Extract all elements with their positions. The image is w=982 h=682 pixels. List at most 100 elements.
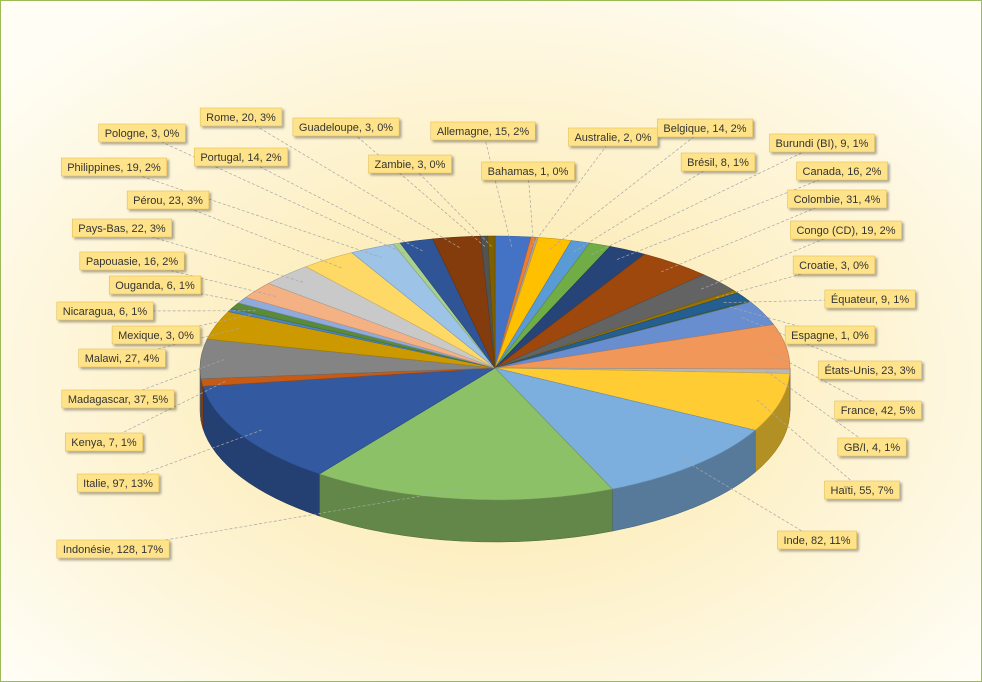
data-label: Pérou, 23, 3% bbox=[126, 190, 210, 210]
slice bbox=[494, 367, 791, 431]
label-text: Équateur, 9, 1% bbox=[831, 293, 909, 306]
data-label: États-Unis, 23, 3% bbox=[818, 360, 922, 380]
label-box bbox=[108, 275, 202, 295]
label-box bbox=[769, 133, 875, 153]
leader-line bbox=[117, 359, 225, 400]
leader-line bbox=[616, 170, 843, 260]
data-label: Haïti, 55, 7% bbox=[824, 480, 900, 500]
data-label: Pays-Bas, 22, 3% bbox=[72, 218, 172, 238]
label-text: Papouasie, 16, 2% bbox=[86, 256, 179, 268]
label-text: Philippines, 19, 2% bbox=[67, 162, 161, 174]
pie-tops bbox=[199, 235, 791, 501]
label-box bbox=[824, 289, 916, 309]
label-box bbox=[199, 107, 283, 127]
label-text: Nicaragua, 6, 1% bbox=[63, 306, 148, 318]
label-text: Italie, 97, 13% bbox=[83, 478, 153, 490]
label-box bbox=[784, 325, 876, 345]
data-label: Indonésie, 128, 17% bbox=[56, 539, 170, 559]
label-text: Malawi, 27, 4% bbox=[85, 353, 160, 365]
label-box bbox=[126, 190, 210, 210]
label-box bbox=[98, 123, 186, 143]
label-text: Zambie, 3, 0% bbox=[375, 159, 446, 171]
label-text: Mexique, 3, 0% bbox=[118, 330, 194, 342]
leader-line bbox=[240, 156, 423, 252]
label-box bbox=[680, 152, 756, 172]
label-text: Indonésie, 128, 17% bbox=[63, 544, 164, 556]
label-box bbox=[796, 161, 888, 181]
label-box bbox=[61, 389, 175, 409]
label-box bbox=[79, 251, 185, 271]
label-text: États-Unis, 23, 3% bbox=[824, 364, 915, 377]
data-label: Philippines, 19, 2% bbox=[60, 157, 168, 177]
leader-line bbox=[113, 166, 383, 258]
data-label: Équateur, 9, 1% bbox=[824, 289, 916, 309]
data-label: Inde, 82, 11% bbox=[777, 530, 857, 550]
label-box bbox=[111, 325, 201, 345]
data-label: Espagne, 1, 0% bbox=[784, 325, 876, 345]
data-label: Nicaragua, 6, 1% bbox=[56, 301, 154, 321]
label-text: Guadeloupe, 3, 0% bbox=[299, 122, 393, 134]
label-box bbox=[368, 154, 452, 174]
data-label: France, 42, 5% bbox=[834, 400, 922, 420]
label-text: Espagne, 1, 0% bbox=[791, 330, 869, 342]
data-label: Belgique, 14, 2% bbox=[657, 118, 753, 138]
data-label: Ouganda, 6, 1% bbox=[108, 275, 202, 295]
label-text: France, 42, 5% bbox=[841, 405, 916, 417]
label-text: Burundi (BI), 9, 1% bbox=[776, 138, 869, 150]
label-text: Inde, 82, 11% bbox=[783, 535, 850, 547]
leader-line bbox=[112, 488, 465, 550]
label-box bbox=[837, 437, 907, 457]
data-label: Pologne, 3, 0% bbox=[98, 123, 186, 143]
label-text: Kenya, 7, 1% bbox=[71, 437, 137, 449]
label-box bbox=[430, 121, 536, 141]
leader-line bbox=[549, 127, 706, 250]
label-text: Ouganda, 6, 1% bbox=[115, 280, 195, 292]
leader-line bbox=[591, 142, 823, 255]
data-label: GB/I, 4, 1% bbox=[837, 437, 907, 457]
data-label: Australie, 2, 0% bbox=[568, 127, 658, 147]
label-text: Haïti, 55, 7% bbox=[831, 485, 894, 497]
data-label: Croatie, 3, 0% bbox=[792, 255, 876, 275]
label-text: Pologne, 3, 0% bbox=[105, 128, 180, 140]
label-text: Pérou, 23, 3% bbox=[133, 195, 203, 207]
label-text: Congo (CD), 19, 2% bbox=[796, 225, 895, 237]
label-box bbox=[56, 539, 170, 559]
label-text: Portugal, 14, 2% bbox=[200, 152, 282, 164]
data-label: Italie, 97, 13% bbox=[76, 473, 160, 493]
label-text: Rome, 20, 3% bbox=[206, 112, 276, 124]
slice bbox=[318, 367, 613, 501]
data-label: Zambie, 3, 0% bbox=[368, 154, 452, 174]
data-label: Papouasie, 16, 2% bbox=[79, 251, 185, 271]
label-text: Colombie, 31, 4% bbox=[794, 194, 881, 206]
leader-line bbox=[530, 136, 614, 248]
label-box bbox=[76, 473, 160, 493]
label-box bbox=[72, 218, 172, 238]
label-text: Pays-Bas, 22, 3% bbox=[78, 223, 166, 235]
labels: Allemagne, 15, 2% Australie, 2, 0% Bahamas… bbox=[56, 107, 922, 559]
label-box bbox=[787, 189, 887, 209]
leader-line bbox=[573, 161, 719, 253]
label-text: Canada, 16, 2% bbox=[803, 166, 882, 178]
label-box bbox=[292, 117, 400, 137]
leader-line bbox=[527, 170, 535, 248]
leader-line bbox=[141, 132, 405, 254]
label-box bbox=[777, 530, 857, 550]
slice bbox=[494, 367, 756, 490]
slice bbox=[202, 367, 496, 475]
label-text: Brésil, 8, 1% bbox=[687, 157, 749, 169]
data-label: Rome, 20, 3% bbox=[199, 107, 283, 127]
leader-line bbox=[167, 199, 342, 269]
label-box bbox=[481, 161, 575, 181]
label-text: GB/I, 4, 1% bbox=[844, 442, 900, 454]
leader-line bbox=[409, 163, 492, 247]
data-label: Burundi (BI), 9, 1% bbox=[769, 133, 875, 153]
label-box bbox=[194, 147, 288, 167]
label-text: Belgique, 14, 2% bbox=[663, 123, 746, 135]
label-box bbox=[824, 480, 900, 500]
label-box bbox=[834, 400, 922, 420]
data-label: Bahamas, 1, 0% bbox=[481, 161, 575, 181]
label-text: Australie, 2, 0% bbox=[574, 132, 651, 144]
data-label: Malawi, 27, 4% bbox=[78, 348, 166, 368]
leader-line bbox=[345, 126, 486, 247]
